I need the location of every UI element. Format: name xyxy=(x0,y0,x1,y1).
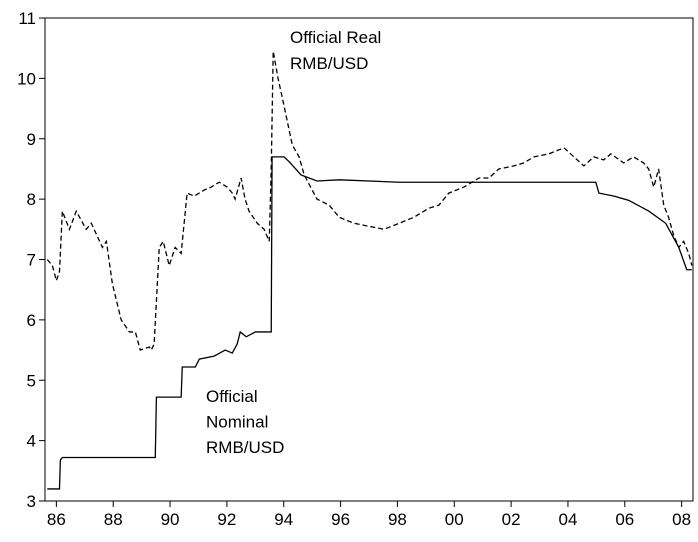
series-line xyxy=(47,156,692,490)
annotation: Nominal xyxy=(206,413,268,432)
x-tick-label: 02 xyxy=(502,510,521,529)
x-tick-label: 88 xyxy=(104,510,123,529)
x-tick-label: 06 xyxy=(615,510,634,529)
plot-frame xyxy=(44,17,694,502)
y-tick-label: 3 xyxy=(27,492,36,511)
y-tick-label: 8 xyxy=(27,190,36,209)
x-tick-label: 04 xyxy=(558,510,577,529)
annotation: Official Real xyxy=(290,28,381,47)
x-tick-label: 94 xyxy=(274,510,293,529)
y-tick-label: 6 xyxy=(27,311,36,330)
y-tick-label: 10 xyxy=(17,69,36,88)
x-tick-label: 92 xyxy=(217,510,236,529)
x-tick-label: 90 xyxy=(161,510,180,529)
y-tick-label: 5 xyxy=(27,371,36,390)
y-tick-label: 9 xyxy=(27,130,36,149)
x-tick-label: 00 xyxy=(445,510,464,529)
annotation: Official xyxy=(206,387,258,406)
x-tick-label: 96 xyxy=(331,510,350,529)
annotation: RMB/USD xyxy=(290,54,368,73)
y-tick-label: 7 xyxy=(27,251,36,270)
x-tick-label: 98 xyxy=(388,510,407,529)
annotation: RMB/USD xyxy=(206,438,284,457)
x-tick-label: 86 xyxy=(47,510,66,529)
x-tick-label: 08 xyxy=(672,510,691,529)
series-line xyxy=(46,51,693,352)
y-tick-label: 11 xyxy=(18,9,36,28)
y-tick-label: 4 xyxy=(27,432,36,451)
